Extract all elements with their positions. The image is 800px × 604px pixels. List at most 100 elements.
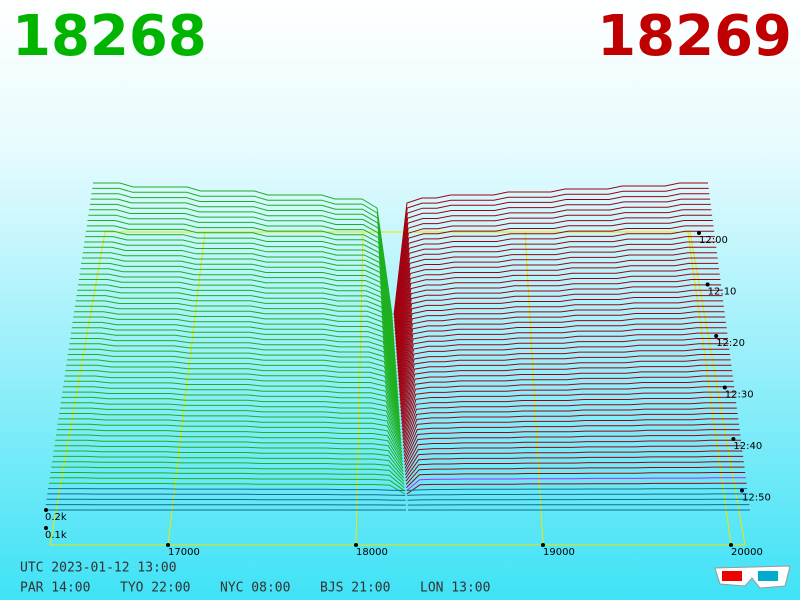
bid-depth-line — [82, 257, 396, 360]
bid-depth-line — [48, 482, 406, 495]
bid-depth-line — [50, 472, 405, 488]
bid-depth-line — [75, 300, 398, 386]
bid-depth-line — [52, 461, 405, 482]
bid-depth-line — [56, 429, 403, 463]
ask-depth-line — [399, 327, 727, 402]
bid-depth-line — [79, 273, 397, 370]
ask-depth-line — [398, 305, 724, 389]
bid-depth-line — [64, 375, 401, 431]
ask-depth-line — [402, 402, 737, 447]
bid-depth-line — [47, 493, 406, 496]
ask-depth-line — [405, 450, 743, 476]
bid-depth-line — [51, 466, 405, 485]
ask-depth-line — [406, 477, 746, 492]
time-label: 12:00 — [699, 235, 728, 246]
bid-depth-line — [84, 241, 396, 351]
ask-depth-line — [395, 220, 713, 338]
ask-depth-line — [395, 225, 714, 341]
ask-depth-line — [397, 279, 721, 373]
utc-time: UTC 2023-01-12 13:00 — [20, 561, 177, 576]
bid-depth-line — [46, 498, 406, 501]
bid-depth-line — [67, 354, 400, 418]
bid-depth-line — [72, 321, 399, 399]
bid-depth-line — [57, 423, 403, 460]
ask-depth-line — [401, 370, 733, 428]
world-clock: BJS 21:00 — [320, 581, 390, 596]
time-tick — [705, 282, 710, 287]
ask-depth-line — [403, 423, 739, 460]
bid-depth-line — [78, 284, 397, 376]
time-tick — [714, 334, 719, 338]
ask-depth-line — [397, 273, 720, 370]
bid-depth-line — [71, 327, 399, 402]
price-tick — [541, 543, 545, 547]
ask-depth-line — [399, 332, 728, 405]
bid-depth-line — [74, 311, 398, 392]
ask-depth-line — [400, 343, 729, 412]
bid-depth-line — [83, 246, 396, 354]
ask-depth-line — [404, 429, 740, 463]
ask-depth-line — [393, 187, 709, 319]
price-label: 20000 — [731, 547, 763, 558]
bid-depth-line — [60, 407, 403, 450]
bid-depth-line — [61, 396, 402, 444]
time-tick — [731, 437, 736, 441]
ask-depth-line — [394, 214, 713, 335]
bid-depth-line — [68, 348, 400, 415]
bid-depth-line — [45, 504, 406, 506]
time-tick — [722, 385, 727, 390]
bid-depth-line — [63, 386, 402, 437]
floor-grid — [49, 231, 746, 546]
ask-depth-line — [407, 504, 750, 506]
ask-depth-line — [400, 338, 728, 408]
ask-depth-line — [402, 396, 736, 444]
glasses-icon — [714, 565, 791, 589]
ask-depth-line — [394, 209, 712, 332]
bid-price: 18268 — [12, 4, 207, 69]
ask-depth-line — [393, 182, 708, 316]
ask-depth-line — [399, 316, 726, 395]
ask-depth-line — [403, 413, 738, 453]
time-label: 12:40 — [733, 441, 762, 452]
bid-depth-line — [74, 305, 398, 389]
bid-depth-line — [48, 488, 406, 491]
price-label: 19000 — [543, 547, 575, 558]
time-tick — [740, 488, 744, 493]
ask-depth-line — [407, 498, 749, 501]
ask-depth-line — [401, 364, 732, 424]
bid-depth-line — [53, 450, 404, 476]
bid-depth-line — [66, 364, 401, 424]
ask-depth-line — [406, 482, 747, 495]
ask-depth-line — [403, 407, 737, 450]
ask-depth-line — [398, 289, 722, 379]
bid-depth-line — [92, 187, 393, 319]
ask-depth-line — [399, 321, 726, 399]
ask-depth-line — [407, 488, 748, 491]
ask-depth-line — [394, 198, 711, 325]
ask-depth-line — [396, 257, 718, 360]
ask-depth-line — [404, 434, 741, 466]
depth-label: 0.1k — [45, 530, 67, 541]
price-label: 17000 — [168, 547, 200, 558]
bid-depth-line — [49, 477, 405, 492]
bid-depth-line — [55, 439, 404, 469]
ask-depth-line — [404, 439, 741, 469]
ask-depth-line — [397, 284, 722, 376]
price-tick — [354, 543, 358, 547]
ask-depth-line — [398, 295, 723, 383]
bid-depth-line — [56, 434, 404, 466]
bid-depth-line — [82, 252, 396, 357]
price-tick — [166, 543, 170, 547]
ask-depth-line — [406, 472, 746, 488]
ask-depth-line — [405, 455, 744, 479]
ask-depth-line — [396, 241, 716, 351]
ask-depth-line — [398, 300, 724, 386]
ask-price: 18269 — [597, 4, 792, 69]
ask-depth-line — [401, 375, 733, 431]
ask-depth-line — [393, 193, 710, 322]
bid-depth-line — [88, 214, 394, 335]
ask-depth-line — [396, 262, 719, 364]
bid-depth-line — [89, 209, 394, 332]
bid-depth-line — [67, 359, 401, 421]
